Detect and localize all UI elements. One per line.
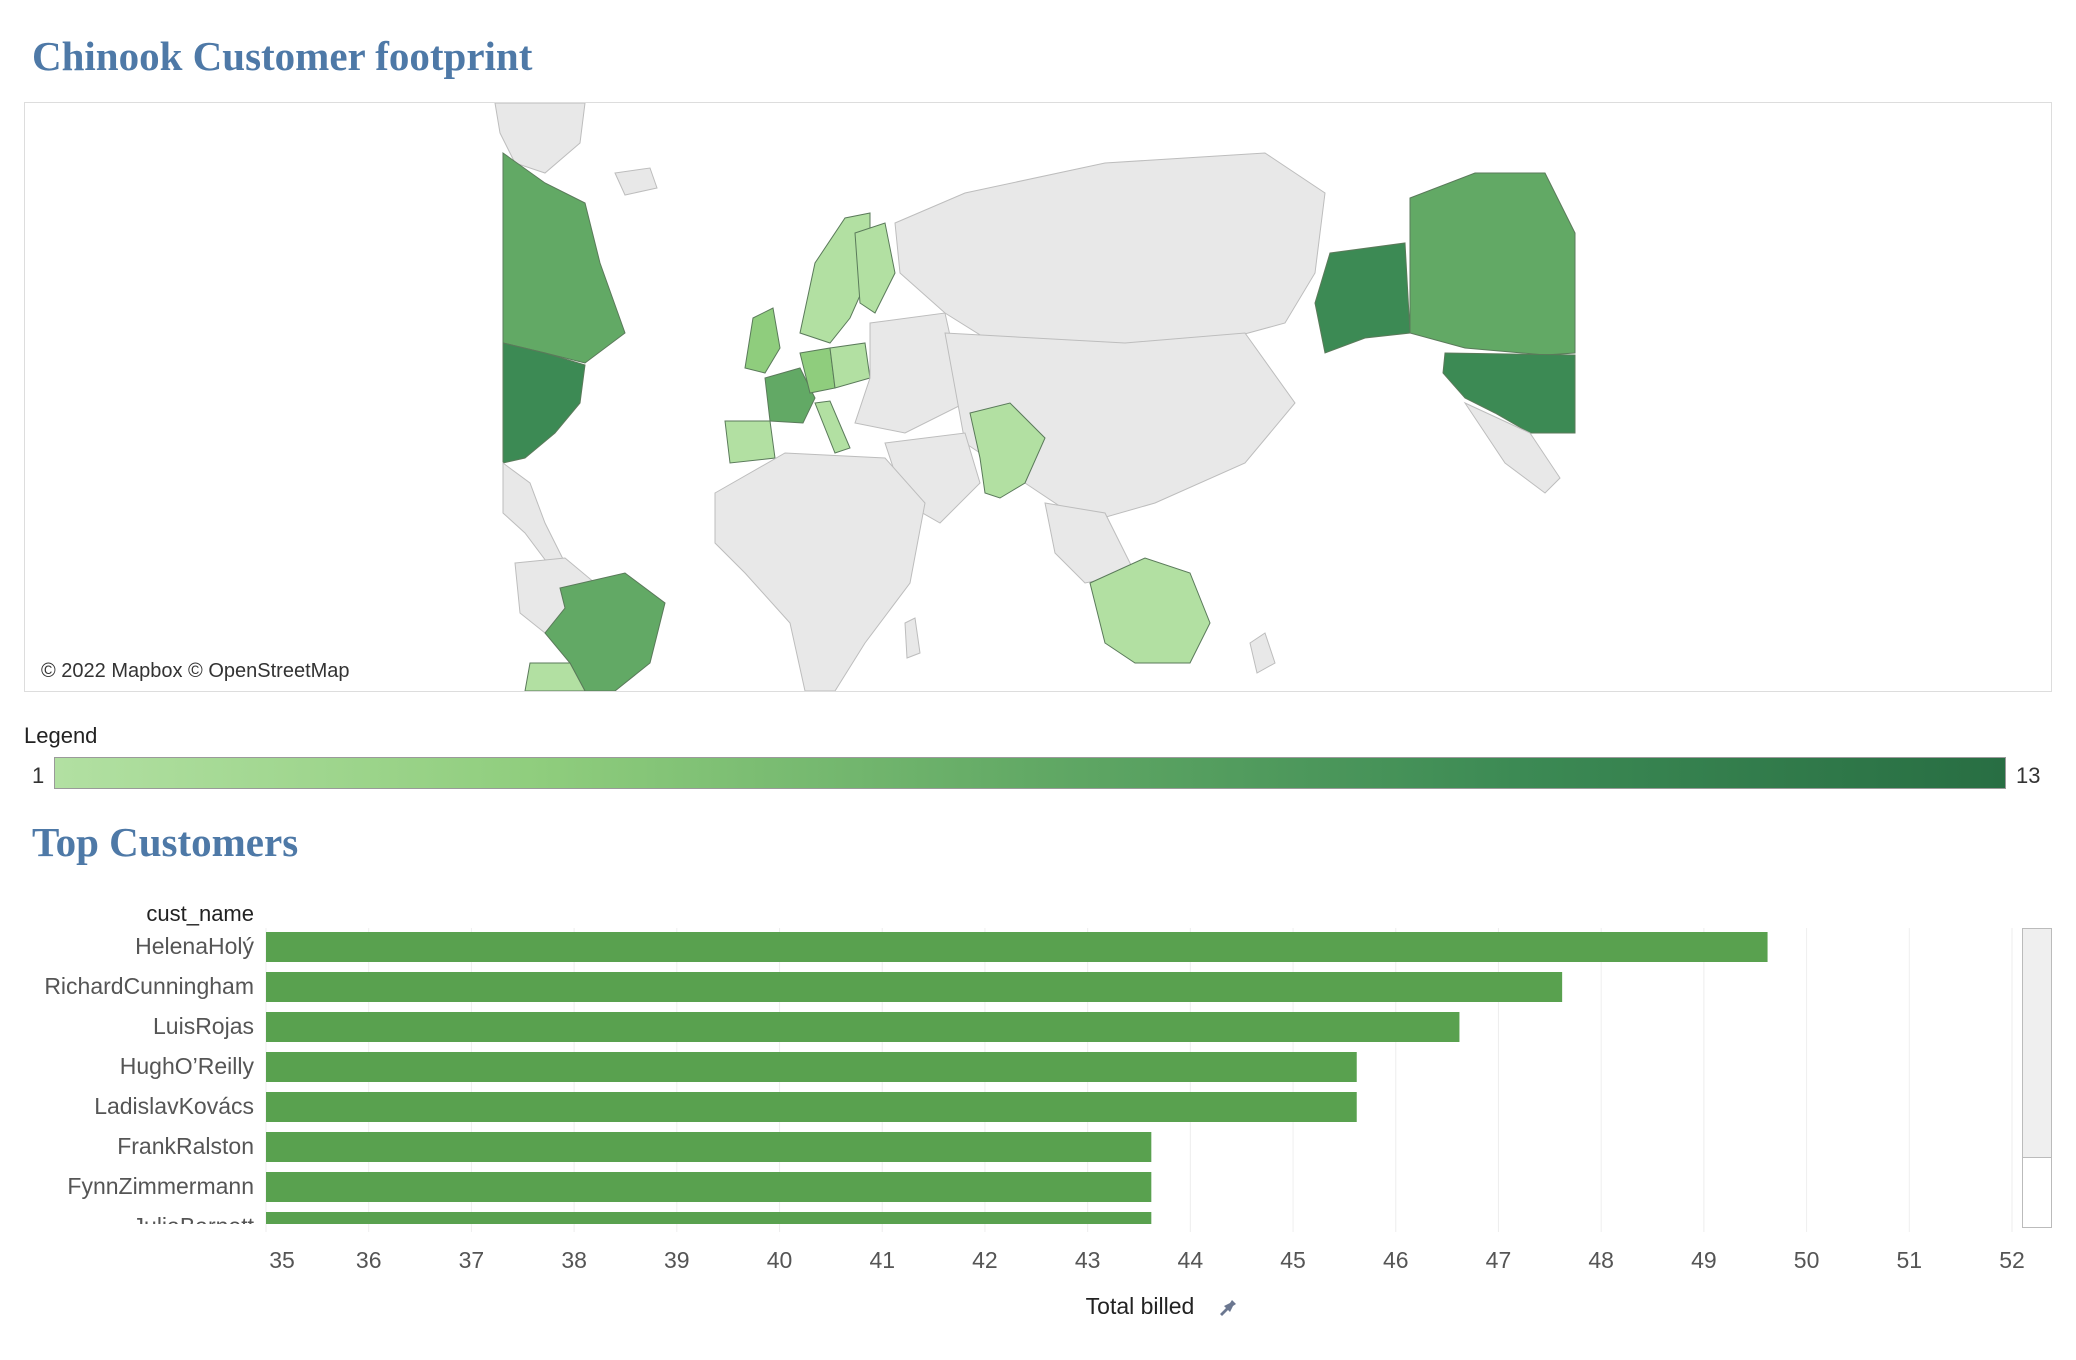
country-usa-east[interactable]: [502, 342, 586, 464]
country-india[interactable]: [969, 402, 1046, 499]
world-map[interactable]: © 2022 Mapbox © OpenStreetMap: [24, 102, 2052, 692]
category-label: JuliaBarnett: [133, 1213, 255, 1239]
x-tick-label: 49: [1691, 1247, 1717, 1273]
plot-area: [266, 932, 1768, 1242]
x-tick-label: 45: [1280, 1247, 1306, 1273]
bar[interactable]: [266, 1212, 1152, 1242]
bar[interactable]: [266, 1172, 1152, 1202]
bar[interactable]: [266, 1092, 1357, 1122]
land-iceland: [614, 167, 658, 196]
country-finland[interactable]: [854, 222, 896, 314]
country-poland-czech[interactable]: [829, 342, 871, 389]
category-label: FrankRalston: [117, 1133, 254, 1159]
bars: [266, 932, 1768, 1242]
region-eastern-hemisphere: [714, 152, 1326, 691]
legend-min-label: 1: [32, 763, 45, 788]
region-americas-left: [494, 103, 666, 691]
scrollbar-thumb[interactable]: [2023, 929, 2051, 1158]
bar[interactable]: [266, 932, 1768, 962]
country-canada-east[interactable]: [502, 152, 626, 364]
land-mexico: [1463, 401, 1561, 494]
category-label: FynnZimmermann: [67, 1173, 254, 1199]
bar[interactable]: [266, 1132, 1152, 1162]
country-italy[interactable]: [814, 400, 851, 454]
x-tick-label: 52: [1999, 1247, 2025, 1273]
x-tick-label: 48: [1588, 1247, 1614, 1273]
x-tick-label: 36: [356, 1247, 382, 1273]
x-tick-label: 42: [972, 1247, 998, 1273]
x-tick-label: 50: [1794, 1247, 1820, 1273]
country-spain-portugal[interactable]: [724, 420, 776, 464]
category-label: RichardCunningham: [44, 973, 254, 999]
x-tick-label: 41: [869, 1247, 895, 1273]
x-tick-label: 37: [459, 1247, 485, 1273]
country-usa[interactable]: [1442, 352, 1576, 434]
category-label: HughO’Reilly: [120, 1053, 255, 1079]
x-tick-label: 35: [269, 1247, 295, 1273]
country-canada[interactable]: [1409, 172, 1576, 356]
land-eastern-europe: [854, 312, 966, 434]
region-north-america-right: [1314, 172, 1576, 494]
x-tick-label: 39: [664, 1247, 690, 1273]
vertical-scrollbar[interactable]: [2022, 928, 2052, 1228]
x-axis-ticks: 35 36 37 38 39 40 41 42 43 44 45 46 47 48 49 50 51 52: [269, 1247, 2025, 1273]
x-tick-label: 46: [1383, 1247, 1409, 1273]
legend-max-label: 13: [2016, 763, 2041, 788]
land-central-america: [502, 462, 566, 574]
country-france[interactable]: [764, 367, 816, 424]
country-alaska[interactable]: [1314, 242, 1411, 354]
x-tick-label: 40: [767, 1247, 793, 1273]
bar[interactable]: [266, 1052, 1357, 1082]
country-brazil[interactable]: [544, 572, 666, 691]
category-label: HelenaHolý: [135, 933, 254, 959]
x-axis-title: Total billed: [1086, 1293, 1195, 1319]
legend-title: Legend: [24, 723, 98, 748]
map-credit: © 2022 Mapbox © OpenStreetMap: [35, 658, 356, 685]
country-australia[interactable]: [1089, 557, 1211, 664]
bar[interactable]: [266, 972, 1563, 1002]
x-tick-label: 47: [1486, 1247, 1512, 1273]
land-new-zealand: [1249, 632, 1276, 674]
land-greenland: [494, 103, 586, 174]
map-title: Chinook Customer footprint: [32, 33, 533, 79]
row-header-label: cust_name: [146, 901, 254, 926]
pin-icon[interactable]: [1220, 1296, 1236, 1316]
country-uk-ireland[interactable]: [744, 307, 781, 374]
category-label: LuisRojas: [153, 1013, 254, 1039]
bar-chart-title: Top Customers: [32, 819, 299, 865]
x-tick-label: 51: [1896, 1247, 1922, 1273]
category-labels: HelenaHolý RichardCunningham LuisRojas Hugh…: [44, 933, 255, 1239]
x-tick-label: 38: [561, 1247, 587, 1273]
legend-color-ramp: [54, 757, 2006, 789]
map-canvas[interactable]: [25, 103, 2051, 691]
land-africa: [714, 452, 926, 691]
region-europe: [614, 167, 966, 464]
bar[interactable]: [266, 1012, 1460, 1042]
country-chile-argentina[interactable]: [524, 662, 586, 691]
category-label: LadislavKovács: [94, 1093, 254, 1119]
x-tick-label: 44: [1178, 1247, 1204, 1273]
land-madagascar: [904, 617, 921, 659]
land-russia: [894, 152, 1326, 364]
top-customers-bar-chart: cust_name HelenaHolý RichardCunningham Lui…: [44, 901, 2025, 1319]
x-tick-label: 43: [1075, 1247, 1101, 1273]
